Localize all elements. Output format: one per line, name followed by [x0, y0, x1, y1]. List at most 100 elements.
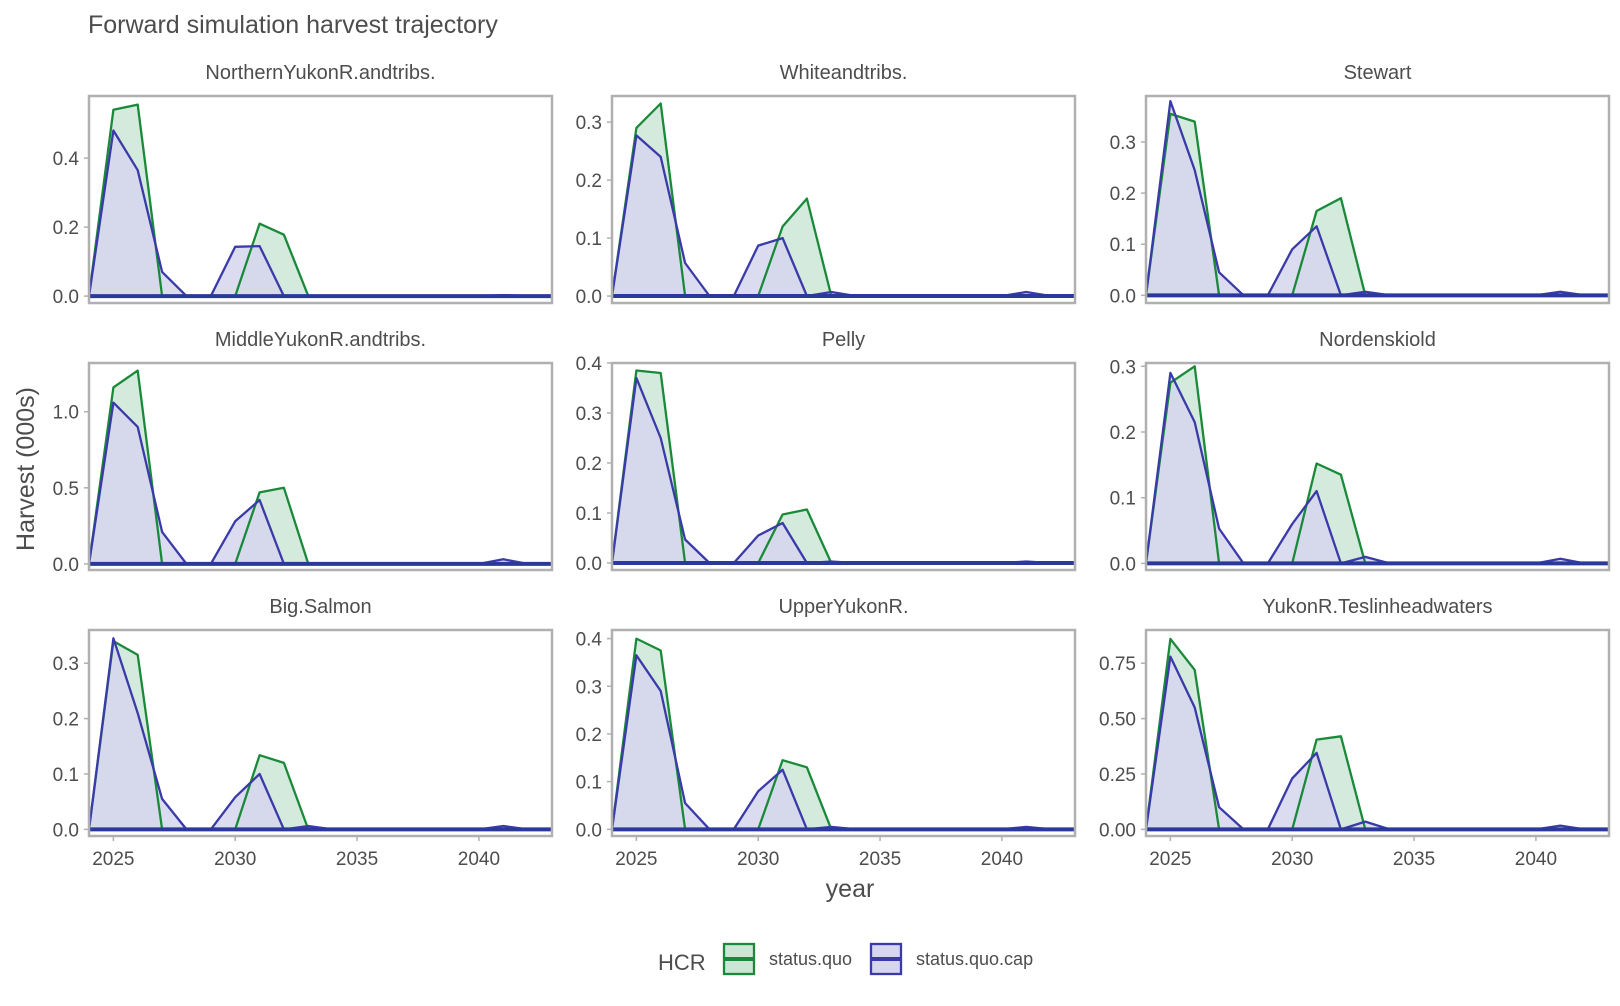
area-status-quo-cap	[1146, 101, 1609, 296]
panel-title: UpperYukonR.	[778, 596, 908, 618]
y-tick-label: 0.00	[1099, 820, 1136, 841]
panels-layer: NorthernYukonR.andtribs. 0.0 0.2 0.4 Whitean…	[53, 62, 1611, 870]
y-tick-label: 0.0	[576, 554, 602, 575]
y-tick-label: 0.50	[1099, 710, 1136, 731]
area-status-quo-cap	[89, 402, 552, 564]
area-status-quo-cap	[89, 130, 552, 297]
y-tick-label: 0.0	[576, 287, 602, 308]
y-tick-label: 1.0	[53, 403, 79, 424]
legend-key: status.quo	[722, 942, 852, 976]
panel-title: YukonR.Teslinheadwaters	[1262, 596, 1492, 618]
x-tick-label: 2040	[1515, 849, 1557, 870]
panel-title: NorthernYukonR.andtribs.	[205, 62, 435, 84]
y-tick-label: 0.0	[53, 555, 79, 576]
panel-frame	[610, 94, 1077, 305]
panel-title: Pelly	[822, 329, 865, 351]
x-tick-label: 2030	[214, 849, 256, 870]
panel-plot-area	[89, 369, 552, 566]
panel-plot-area	[612, 102, 1075, 299]
facet-panel: MiddleYukonR.andtribs. 0.0 0.5 1.0	[53, 329, 554, 576]
area-status-quo-cap	[612, 135, 1075, 296]
x-tick-label: 2025	[615, 849, 657, 870]
panel-plot-area	[1146, 637, 1609, 832]
y-tick-label: 0.4	[576, 630, 603, 651]
panel-frame	[1144, 94, 1611, 305]
panel-frame	[87, 361, 554, 572]
line-status-quo	[89, 639, 552, 831]
x-tick-label: 2025	[92, 849, 134, 870]
panel-plot-area	[1146, 365, 1609, 566]
line-status-quo	[612, 637, 1075, 831]
panel-frame	[610, 361, 1077, 572]
panel-frame	[87, 94, 554, 305]
panel-plot-area	[612, 369, 1075, 565]
y-tick-label: 0.2	[53, 710, 79, 731]
panel-frame	[1144, 361, 1611, 572]
y-tick-label: 0.4	[53, 149, 80, 170]
y-tick-label: 0.25	[1099, 765, 1136, 786]
facet-panel: YukonR.Teslinheadwaters 0.00 0.25 0.50 0.75 2…	[1099, 596, 1611, 870]
line-status-quo	[1146, 365, 1609, 565]
x-tick-label: 2040	[981, 849, 1023, 870]
y-tick-label: 0.2	[1110, 184, 1136, 205]
legend-title: HCR	[658, 950, 706, 975]
y-tick-label: 0.2	[576, 725, 602, 746]
panel-title: Big.Salmon	[269, 596, 371, 618]
facet-panel: Whiteandtribs. 0.0 0.1 0.2 0.3	[576, 62, 1077, 308]
area-status-quo-cap	[1146, 656, 1609, 830]
panel-title: Stewart	[1344, 62, 1412, 84]
legend-key: status.quo.cap	[869, 942, 1033, 976]
y-tick-label: 0.1	[1110, 489, 1136, 510]
y-tick-label: 0.2	[576, 171, 602, 192]
y-tick-label: 0.1	[576, 229, 602, 250]
y-tick-label: 0.1	[1110, 235, 1136, 256]
facet-panel: Stewart 0.0 0.1 0.2 0.3	[1110, 62, 1611, 307]
y-tick-label: 0.1	[576, 504, 602, 525]
x-tick-label: 2030	[1271, 849, 1313, 870]
y-tick-label: 0.5	[53, 479, 79, 500]
y-tick-label: 0.3	[576, 404, 602, 425]
y-tick-label: 0.1	[576, 773, 602, 794]
panel-frame	[610, 628, 1077, 838]
line-status-quo	[612, 102, 1075, 298]
y-tick-label: 0.3	[1110, 357, 1136, 378]
y-tick-label: 0.2	[1110, 423, 1136, 444]
y-tick-label: 0.1	[53, 765, 79, 786]
y-tick-label: 0.0	[1110, 554, 1136, 575]
x-axis-title: year	[826, 875, 875, 903]
panel-plot-area	[89, 103, 552, 299]
area-status-quo-cap	[612, 378, 1075, 563]
line-status-quo	[612, 369, 1075, 565]
y-tick-label: 0.0	[576, 820, 602, 841]
facet-panel: NorthernYukonR.andtribs. 0.0 0.2 0.4	[53, 62, 554, 308]
area-status-quo-cap	[89, 638, 552, 830]
y-tick-label: 0.0	[53, 820, 79, 841]
line-status-quo	[1146, 637, 1609, 831]
panel-title: MiddleYukonR.andtribs.	[215, 329, 426, 351]
panel-frame	[1144, 628, 1611, 838]
area-status-quo-cap	[1146, 372, 1609, 564]
line-status-quo	[89, 103, 552, 298]
y-tick-label: 0.3	[576, 677, 602, 698]
panel-title: Nordenskiold	[1319, 329, 1436, 351]
y-tick-label: 0.3	[576, 113, 602, 134]
y-tick-label: 0.75	[1099, 654, 1136, 675]
y-tick-label: 0.0	[53, 287, 79, 308]
x-tick-label: 2030	[737, 849, 779, 870]
facet-panel: Pelly 0.0 0.1 0.2 0.3 0.4	[576, 329, 1077, 575]
panel-plot-area	[612, 637, 1075, 832]
x-tick-label: 2025	[1149, 849, 1191, 870]
panel-title: Whiteandtribs.	[780, 62, 908, 84]
facet-panel: UpperYukonR. 0.0 0.1 0.2 0.3 0.4 2025 2030 2035 2…	[576, 596, 1077, 870]
facet-panel: Big.Salmon 0.0 0.1 0.2 0.3 2025 2030 2035 2040	[53, 596, 554, 870]
y-tick-label: 0.2	[576, 454, 602, 475]
line-status-quo	[89, 369, 552, 566]
y-tick-label: 0.4	[576, 354, 603, 375]
x-tick-label: 2040	[458, 849, 500, 870]
y-tick-label: 0.3	[1110, 133, 1136, 154]
panel-plot-area	[89, 637, 552, 832]
panel-frame	[87, 628, 554, 838]
x-tick-label: 2035	[336, 849, 378, 870]
